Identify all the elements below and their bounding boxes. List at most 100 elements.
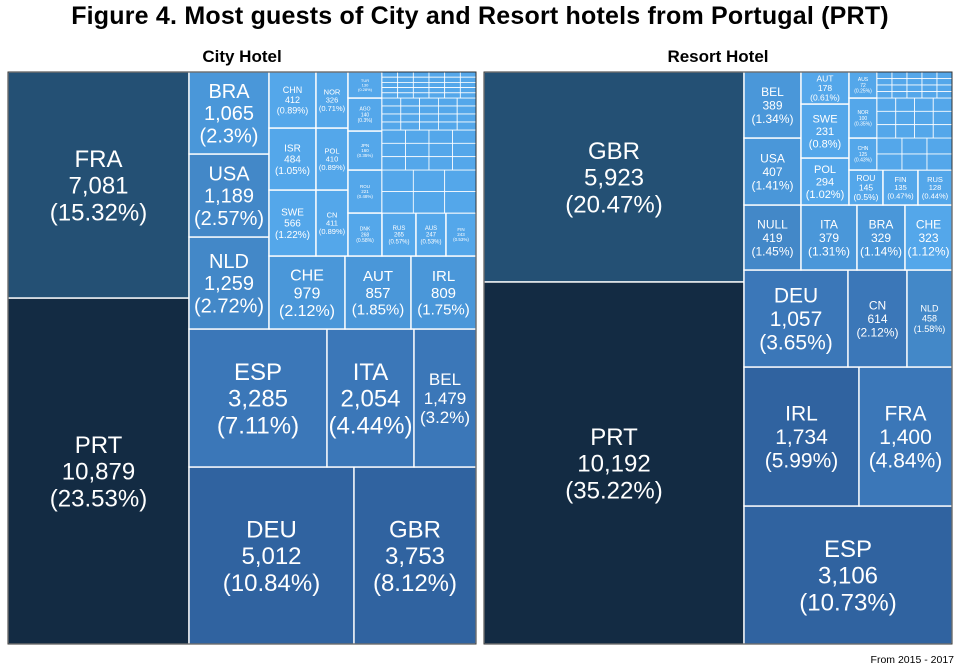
tile-pct-resort-rou: (0.5%) [853, 192, 878, 202]
tile-value-resort-null: 419 [762, 231, 782, 245]
tile-label-resort-rou: ROU [857, 173, 876, 183]
tile-value-city-cn: 411 [326, 219, 338, 228]
tile-label-city-tur: TUR [361, 78, 369, 83]
tile-pct-city-ita: (4.44%) [328, 413, 412, 440]
tile-pct-city-nor: (0.71%) [319, 104, 346, 113]
tile-pct-resort-esp: (10.73%) [799, 590, 896, 617]
tile-value-resort-bra: 329 [871, 231, 891, 245]
tile-pct-resort-ita: (1.31%) [808, 244, 850, 258]
tile-city-jpn [347, 130, 383, 171]
tile-value-city-tur: 130 [362, 82, 369, 87]
tile-value-city-nld: 1,259 [204, 273, 254, 295]
tile-pct-resort-fin: (0.47%) [887, 192, 914, 201]
tile-value-resort-fra: 1,400 [879, 426, 932, 449]
tile-value-resort-rus: 128 [929, 183, 942, 192]
tile-value-resort-nld: 458 [922, 314, 937, 324]
tile-pct-city-irl: (1.75%) [417, 302, 470, 319]
tile-label-city-dnk: DNK [360, 227, 371, 233]
tile-city-esp [188, 328, 328, 468]
tile-resort-rus [917, 169, 953, 206]
tile-label-resort-esp: ESP [824, 536, 872, 563]
tile-label-city-usa: USA [208, 163, 250, 185]
tile-value-city-rou: 221 [361, 189, 369, 194]
tile-label-city-nld: NLD [209, 251, 249, 273]
tile-value-city-prt: 10,879 [62, 459, 135, 486]
tile-label-city-aus: AUS [425, 226, 437, 232]
tile-pct-city-pol: (0.89%) [319, 163, 346, 172]
tile-pct-city-esp: (7.11%) [217, 413, 299, 440]
city-hotel-title: City Hotel [202, 47, 282, 66]
tile-value-city-ago: 140 [361, 112, 370, 118]
tile-label-city-rou: ROU [360, 184, 370, 189]
tile-label-resort-fin: FIN [894, 175, 906, 184]
tile-label-resort-swe: SWE [812, 114, 837, 126]
tile-value-city-aut: 857 [365, 285, 390, 302]
tile-label-city-prt: PRT [75, 432, 123, 459]
tile-city-prt [7, 297, 190, 645]
tile-value-city-esp: 3,285 [228, 386, 288, 413]
tile-label-city-nor: NOR [324, 87, 341, 96]
tile-label-resort-null: NULL [757, 217, 788, 231]
tile-pct-resort-rus: (0.44%) [922, 192, 949, 201]
resort-minor-countries [876, 71, 953, 171]
tile-pct-city-isr: (1.05%) [275, 166, 310, 177]
tile-label-city-che: CHE [290, 267, 324, 284]
tile-pct-city-che: (2.12%) [279, 303, 335, 320]
tile-value-city-pol: 410 [326, 155, 339, 164]
tile-label-city-jpn: JPN [361, 143, 370, 148]
tile-label-city-fra: FRA [75, 146, 123, 173]
tile-value-resort-esp: 3,106 [818, 563, 878, 590]
tile-value-resort-cn: 614 [867, 312, 887, 326]
tile-label-city-aut: AUT [363, 268, 393, 285]
tile-city-irl [410, 255, 477, 330]
tile-pct-city-chn: (0.89%) [277, 105, 309, 115]
tile-value-city-bel: 1,479 [424, 389, 467, 408]
tile-pct-resort-swe: (0.8%) [809, 138, 841, 150]
tile-label-city-bra: BRA [208, 81, 250, 103]
tile-value-resort-aut: 178 [818, 83, 832, 93]
tile-label-city-pol: POL [324, 146, 339, 155]
tile-pct-city-fra: (15.32%) [50, 200, 147, 227]
tile-resort-cn [847, 269, 908, 368]
tile-value-resort-rou: 145 [859, 183, 873, 193]
tile-pct-city-fin: (0.53%) [453, 237, 469, 242]
city-hotel-panel [7, 71, 477, 645]
tile-pct-city-bra: (2.3%) [200, 126, 259, 148]
tile-pct-resort-nld: (1.58%) [914, 324, 946, 334]
tile-value-city-isr: 484 [284, 155, 301, 166]
tile-label-city-ita: ITA [353, 359, 389, 386]
tile-city-dnk [347, 212, 383, 257]
tile-label-resort-aut: AUT [817, 74, 834, 84]
tile-city-nld [188, 236, 270, 330]
tile-label-resort-bel: BEL [761, 85, 784, 99]
tile-label-resort-irl: IRL [785, 403, 818, 426]
tile-value-city-aus: 247 [426, 233, 437, 239]
tile-pct-resort-pol: (1.02%) [806, 189, 845, 201]
tile-pct-city-usa: (2.57%) [194, 208, 264, 230]
tile-label-city-irl: IRL [432, 268, 455, 285]
resort-hotel-panel [483, 71, 953, 645]
tile-value-city-fra: 7,081 [68, 173, 128, 200]
tile-city-aus [415, 212, 447, 257]
tile-label-city-swe: SWE [281, 207, 304, 218]
tile-label-resort-cn: CN [869, 298, 886, 312]
tile-pct-city-dnk: (0.58%) [356, 238, 374, 244]
tile-pct-city-nld: (2.72%) [194, 296, 264, 318]
tile-resort-deu [743, 269, 849, 368]
tile-pct-city-tur: (0.28%) [358, 87, 373, 92]
tile-pct-resort-aut: (0.61%) [810, 93, 840, 103]
tile-pct-resort-bra: (1.14%) [860, 244, 902, 258]
tile-city-bra [188, 71, 270, 155]
tile-city-nor [315, 71, 349, 129]
tile-value-resort-chn: 125 [859, 152, 868, 158]
tile-value-resort-ita: 379 [819, 231, 839, 245]
tile-label-resort-fra: FRA [885, 403, 927, 426]
tile-pct-city-gbr: (8.12%) [373, 570, 457, 597]
tile-label-city-bel: BEL [429, 370, 461, 389]
tile-value-resort-irl: 1,734 [775, 426, 828, 449]
tile-value-resort-usa: 407 [762, 165, 782, 179]
tile-resort-fra [858, 366, 953, 507]
tile-pct-city-rou: (0.48%) [357, 194, 373, 199]
tile-label-resort-che: CHE [916, 217, 941, 231]
